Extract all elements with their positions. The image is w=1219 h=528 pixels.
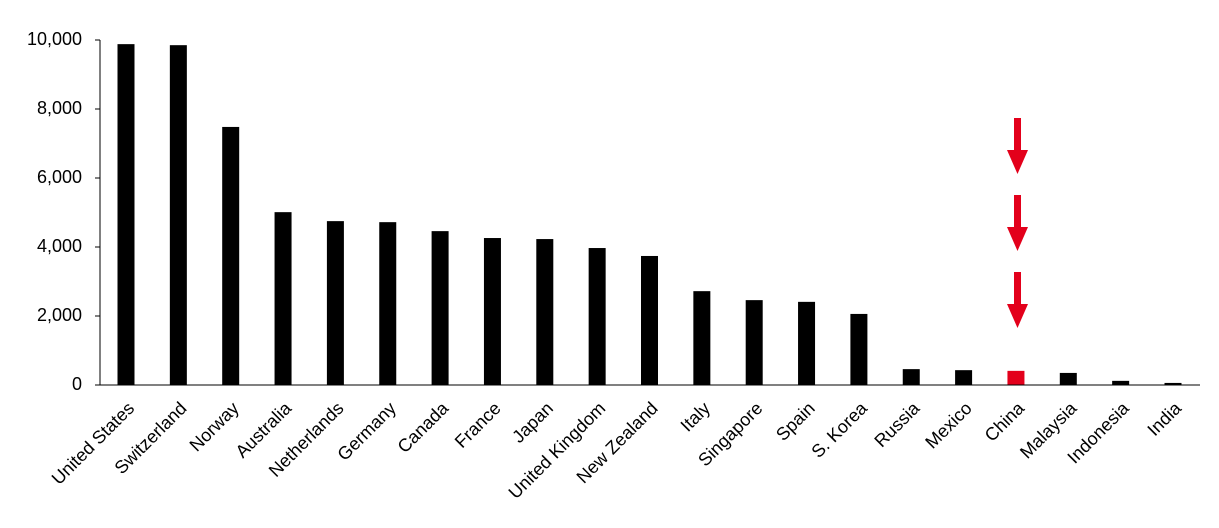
bar — [326, 221, 344, 385]
x-tick-label: France — [451, 398, 505, 452]
bar — [693, 291, 711, 385]
bar — [274, 212, 292, 385]
arrow-shaft — [1014, 118, 1021, 152]
y-tick-label: 10,000 — [27, 29, 82, 49]
bar — [798, 301, 816, 385]
bar — [1007, 370, 1025, 385]
x-tick-label: Japan — [508, 398, 557, 447]
bar — [117, 44, 135, 385]
x-tick-label: India — [1143, 397, 1185, 439]
x-tick-label: S. Korea — [807, 397, 871, 461]
y-tick-label: 0 — [72, 374, 82, 394]
bar — [1112, 380, 1130, 385]
bar — [955, 370, 973, 385]
x-tick-label: Canada — [394, 397, 453, 456]
y-tick-label: 2,000 — [37, 305, 82, 325]
bar — [1164, 382, 1182, 385]
arrow-head — [1007, 304, 1028, 328]
y-tick-label: 8,000 — [37, 98, 82, 118]
arrow-shaft — [1014, 195, 1021, 229]
bar — [536, 239, 554, 385]
bar — [1059, 372, 1077, 385]
bar — [588, 248, 606, 385]
x-tick-label: Italy — [677, 398, 714, 435]
arrow-head — [1007, 150, 1028, 174]
x-tick-label: Spain — [772, 398, 819, 445]
x-tick-label: Mexico — [921, 398, 975, 452]
y-tick-label: 6,000 — [37, 167, 82, 187]
bar — [431, 231, 449, 385]
annotation-arrows — [1007, 118, 1028, 328]
x-tick-label: China — [981, 397, 1029, 445]
bar — [745, 300, 763, 385]
bar — [641, 255, 658, 385]
arrow-shaft — [1014, 272, 1021, 306]
bar — [902, 369, 920, 385]
x-tick-label: Russia — [870, 397, 924, 451]
bar — [379, 222, 397, 385]
bar — [222, 126, 240, 385]
bar — [169, 45, 187, 386]
y-tick-label: 4,000 — [37, 236, 82, 256]
bar — [850, 313, 868, 385]
x-tick-label: United Kingdom — [505, 398, 610, 503]
arrow-head — [1007, 227, 1028, 251]
bar — [483, 238, 501, 385]
